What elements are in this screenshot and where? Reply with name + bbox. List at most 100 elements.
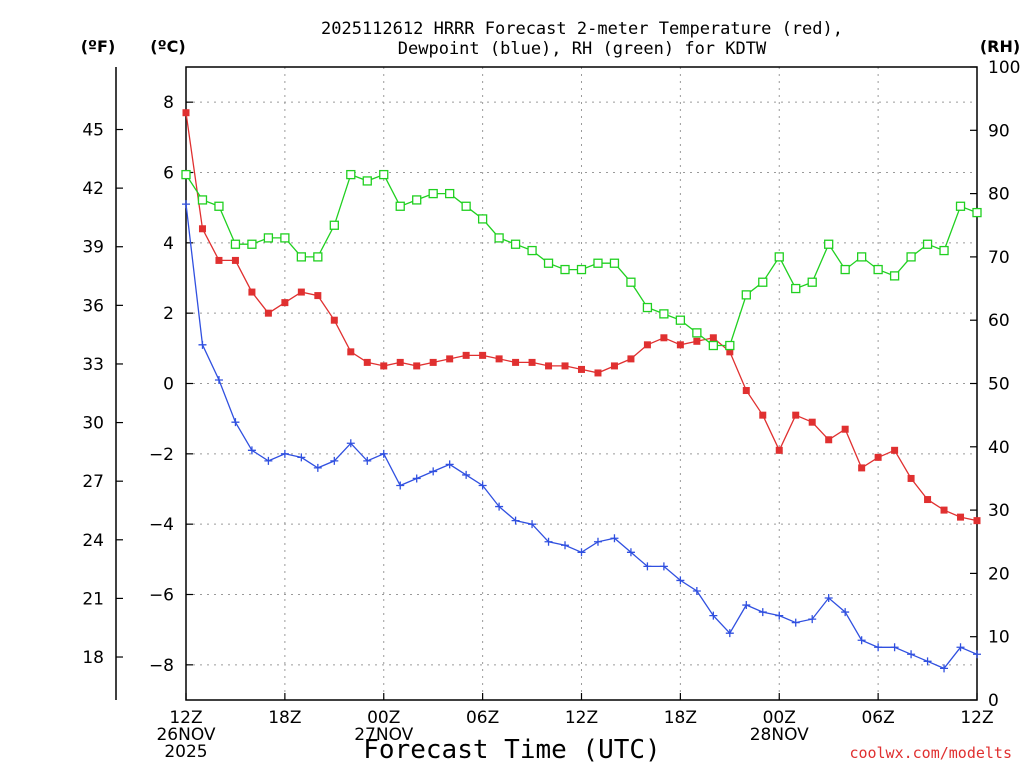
dewpoint-point — [214, 375, 223, 384]
time-tick-label: 00Z — [763, 708, 796, 728]
temperature-point — [380, 362, 388, 370]
temperature-point — [578, 365, 585, 373]
rh-point — [329, 220, 339, 230]
fahrenheit-axis-label: (ºF) — [81, 37, 116, 56]
temperature-point — [825, 436, 833, 444]
dewpoint-point — [297, 453, 306, 462]
source-credit: coolwx.com/modelts — [849, 744, 1012, 762]
dewpoint-point — [824, 594, 833, 603]
rh-point — [412, 195, 422, 205]
rh-point — [593, 258, 603, 268]
temperature-point — [874, 453, 882, 461]
dewpoint-point — [396, 481, 405, 490]
rh-point — [247, 239, 257, 249]
dewpoint-point — [857, 636, 866, 645]
dewpoint-point — [231, 418, 240, 427]
dewpoint-point — [923, 657, 932, 666]
time-tick-label: 18Z — [268, 708, 301, 728]
rh-point — [494, 233, 504, 243]
rh-point — [626, 277, 636, 287]
rh-point — [445, 188, 455, 199]
series-dewpoint — [182, 200, 981, 673]
temperature-point — [413, 362, 421, 370]
rh-tick-label: 30 — [988, 501, 1010, 521]
temperature-point — [924, 496, 932, 504]
rh-point — [807, 277, 817, 287]
rh-tick-label: 90 — [988, 121, 1010, 141]
temperature-point — [182, 109, 190, 117]
dewpoint-point — [626, 548, 635, 557]
rh-point — [379, 169, 389, 180]
temperature-point — [808, 418, 816, 426]
dewpoint-point — [346, 439, 355, 448]
rh-point — [692, 328, 702, 338]
dewpoint-point — [412, 474, 421, 483]
celsius-tick-label: −6 — [149, 586, 174, 606]
rh-point — [758, 277, 768, 287]
celsius-axis: 8 6 4 2 0 −2 −4 −6 −8 — [149, 93, 193, 676]
dewpoint-point — [511, 516, 520, 525]
dewpoint-point — [495, 502, 504, 511]
dewpoint-point — [709, 611, 718, 620]
temperature-point — [314, 292, 322, 300]
rh-point — [659, 309, 669, 319]
temperature-point — [742, 387, 750, 395]
rh-point — [873, 264, 883, 275]
dewpoint-point — [561, 541, 570, 550]
dewpoint-point — [808, 615, 817, 624]
rh-point — [214, 201, 224, 211]
celsius-tick-label: −2 — [149, 445, 174, 465]
temperature-point — [693, 337, 701, 345]
dewpoint-point — [182, 200, 190, 209]
dewpoint-point — [280, 449, 289, 458]
temperature-point — [643, 341, 651, 349]
rh-point — [428, 188, 438, 199]
rh-point — [576, 264, 587, 275]
rh-point — [856, 252, 867, 262]
rh-point — [824, 239, 834, 249]
chart-title-line-1: 2025112612 HRRR Forecast 2-meter Tempera… — [321, 19, 843, 39]
dewpoint-point — [973, 650, 981, 659]
time-tick-label: 06Z — [466, 708, 499, 728]
fahrenheit-tick-label: 27 — [82, 472, 104, 492]
dewpoint-point — [692, 586, 701, 595]
celsius-tick-label: −4 — [149, 515, 174, 535]
dewpoint-point — [841, 608, 850, 617]
rh-tick-label: 100 — [988, 58, 1020, 78]
rh-point — [972, 207, 982, 218]
temperature-point — [660, 334, 668, 342]
temperature-point — [957, 513, 965, 521]
temperature-point — [281, 299, 289, 307]
dewpoint-point — [462, 470, 471, 479]
dewpoint-point — [478, 481, 487, 490]
rh-point — [741, 290, 751, 300]
dewpoint-point — [725, 629, 734, 638]
temperature-point — [264, 309, 272, 317]
rh-point — [774, 252, 784, 262]
rh-point — [725, 340, 735, 351]
temperature-point — [759, 411, 767, 419]
rh-point — [840, 264, 850, 275]
temperature-point — [973, 517, 981, 525]
rh-point — [889, 271, 900, 281]
dewpoint-point — [610, 534, 619, 543]
temperature-point — [479, 351, 487, 359]
fahrenheit-tick-label: 36 — [82, 296, 104, 316]
fahrenheit-tick-label: 45 — [82, 121, 104, 141]
celsius-tick-label: −8 — [149, 656, 174, 676]
celsius-tick-label: 2 — [163, 304, 174, 324]
rh-point — [280, 233, 290, 243]
series-layer — [181, 109, 982, 673]
temperature-point — [198, 225, 206, 233]
temperature-point — [495, 355, 503, 363]
temperature-point — [231, 256, 239, 264]
time-tick-label: 06Z — [861, 708, 894, 728]
celsius-axis-label: (ºC) — [150, 37, 185, 56]
rh-point — [543, 258, 554, 268]
dewpoint-point — [528, 520, 537, 529]
fahrenheit-tick-label: 39 — [82, 238, 104, 258]
dewpoint-point — [956, 643, 965, 652]
celsius-tick-label: 6 — [163, 164, 174, 184]
rh-tick-label: 50 — [988, 375, 1010, 395]
dewpoint-point — [544, 537, 553, 546]
